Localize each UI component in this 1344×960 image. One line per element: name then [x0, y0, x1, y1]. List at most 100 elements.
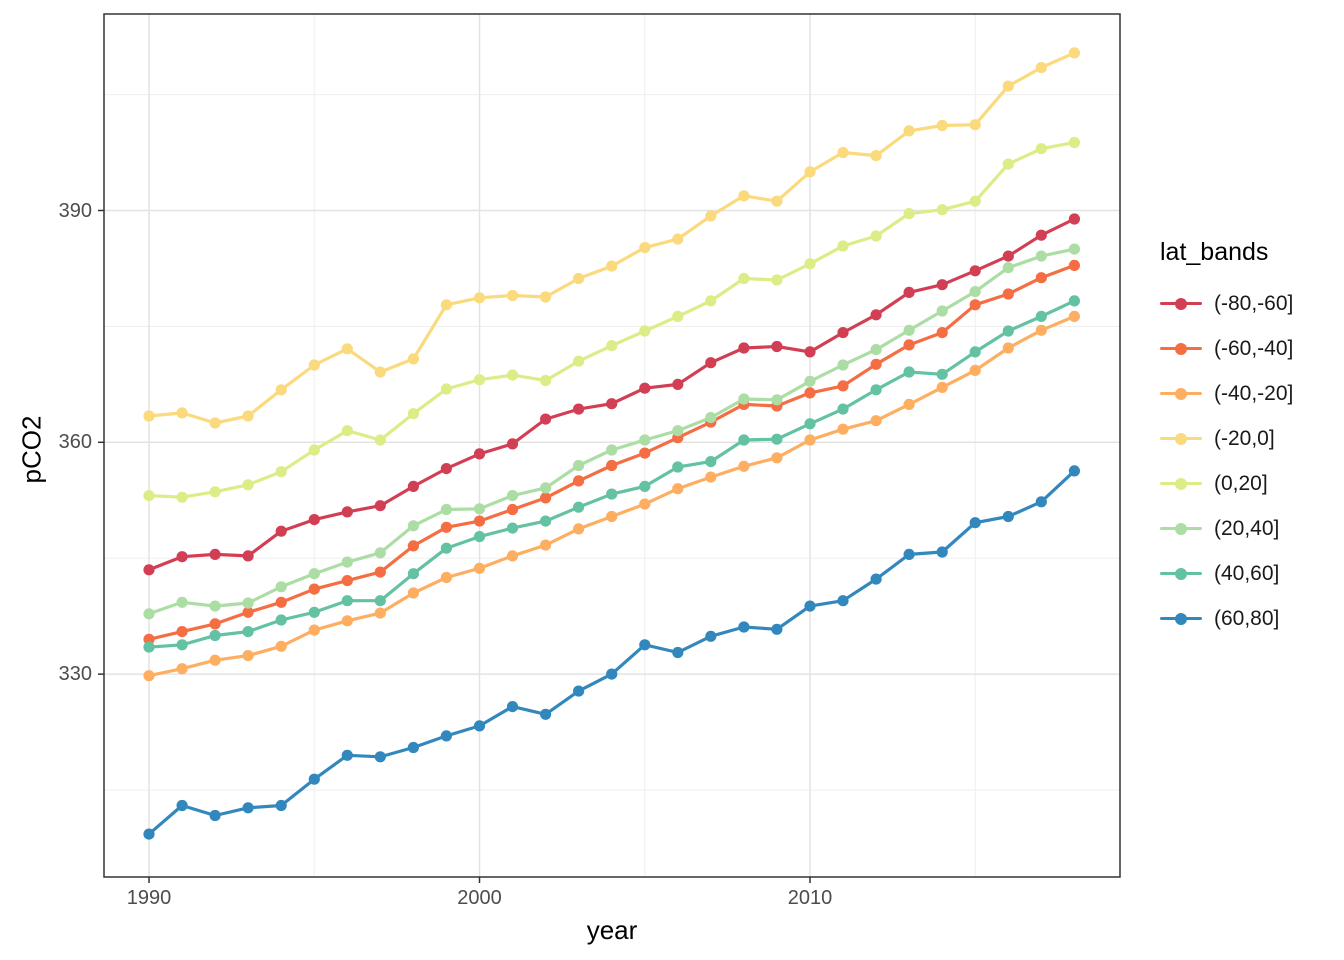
data-point: [242, 550, 254, 562]
data-point: [771, 433, 783, 445]
legend-key-icon: [1160, 564, 1202, 584]
data-point: [639, 639, 651, 651]
legend-key-icon: [1160, 519, 1202, 539]
data-point: [308, 514, 320, 526]
data-point: [407, 408, 419, 420]
data-point: [374, 366, 386, 378]
data-point: [176, 799, 188, 812]
data-point: [242, 479, 254, 491]
panel-border: [103, 13, 1121, 878]
data-point: [341, 556, 353, 568]
data-point: [176, 407, 188, 419]
data-point: [209, 548, 221, 561]
data-point: [275, 384, 287, 396]
data-point: [473, 515, 486, 527]
data-point: [573, 459, 585, 472]
data-point: [473, 503, 486, 515]
legend-item: (-20,0]: [1156, 416, 1341, 461]
data-point: [606, 444, 618, 456]
data-point: [473, 292, 486, 304]
data-point: [407, 520, 419, 532]
data-point: [870, 415, 882, 427]
data-point: [540, 708, 552, 720]
data-point: [440, 521, 452, 533]
data-point: [275, 466, 287, 478]
data-point: [506, 522, 519, 534]
data-point: [771, 394, 783, 406]
y-tick-label: 330: [58, 663, 92, 686]
data-point: [573, 475, 585, 487]
data-point: [506, 503, 519, 516]
data-point: [837, 240, 849, 252]
data-point: [606, 668, 618, 680]
data-point: [672, 233, 684, 245]
data-point: [506, 490, 519, 502]
data-point: [242, 597, 254, 609]
data-point: [738, 434, 750, 446]
data-point: [341, 595, 353, 607]
data-point: [639, 242, 651, 254]
data-point: [705, 456, 717, 468]
data-point: [738, 460, 750, 472]
data-point: [209, 654, 221, 666]
data-point: [275, 525, 287, 537]
data-point: [374, 547, 386, 559]
data-point: [473, 448, 486, 460]
legend-item-label: (0,20]: [1214, 471, 1268, 495]
data-point: [407, 741, 419, 754]
x-tick-label: 2010: [787, 887, 833, 909]
data-point: [506, 701, 519, 713]
legend-item: (40,60]: [1156, 551, 1341, 596]
data-point: [209, 417, 221, 429]
data-point: [1002, 288, 1014, 300]
data-point: [936, 305, 948, 317]
data-point: [506, 438, 519, 450]
legend-item: (0,20]: [1156, 461, 1341, 506]
data-point: [308, 359, 320, 371]
legend-item-label: (-40,-20]: [1214, 381, 1294, 405]
data-point: [606, 510, 618, 523]
data-point: [540, 291, 552, 303]
data-point: [1002, 80, 1014, 92]
legend-item-label: (60,80]: [1214, 606, 1280, 630]
legend-key-icon: [1160, 609, 1202, 629]
legend-item-label: (20,40]: [1214, 516, 1280, 540]
data-point: [1068, 310, 1080, 322]
data-point: [573, 501, 585, 513]
data-point: [1035, 324, 1047, 336]
data-point: [540, 413, 552, 425]
data-point: [1068, 295, 1080, 307]
x-tick-label: 2000: [457, 887, 502, 909]
legend-item: (60,80]: [1156, 596, 1341, 641]
data-point: [1068, 136, 1080, 149]
data-point: [176, 639, 188, 651]
data-point: [639, 434, 651, 446]
data-point: [1068, 243, 1080, 255]
data-point: [143, 564, 155, 576]
data-point: [540, 374, 552, 387]
data-point: [308, 606, 320, 618]
data-point: [804, 258, 816, 270]
data-point: [473, 720, 486, 732]
data-point: [639, 498, 651, 510]
data-point: [837, 146, 849, 159]
data-point: [639, 325, 651, 337]
data-point: [705, 357, 717, 369]
data-point: [242, 650, 254, 662]
legend-key-icon: [1160, 429, 1202, 449]
data-point: [606, 340, 618, 352]
data-point: [1035, 250, 1047, 262]
data-point: [176, 551, 188, 563]
legend-key-dot: [1175, 612, 1187, 625]
data-point: [705, 412, 717, 424]
data-point: [540, 482, 552, 494]
data-point: [1002, 250, 1014, 262]
data-point: [705, 210, 717, 222]
data-point: [275, 799, 287, 812]
legend-items: (-80,-60] (-60,-40] (-40,-20] (-20,0] (0,20]…: [1156, 281, 1341, 641]
data-point: [374, 566, 386, 578]
data-point: [870, 573, 882, 585]
data-point: [1035, 310, 1047, 322]
data-point: [738, 272, 750, 285]
legend-item-label: (40,60]: [1214, 561, 1280, 585]
